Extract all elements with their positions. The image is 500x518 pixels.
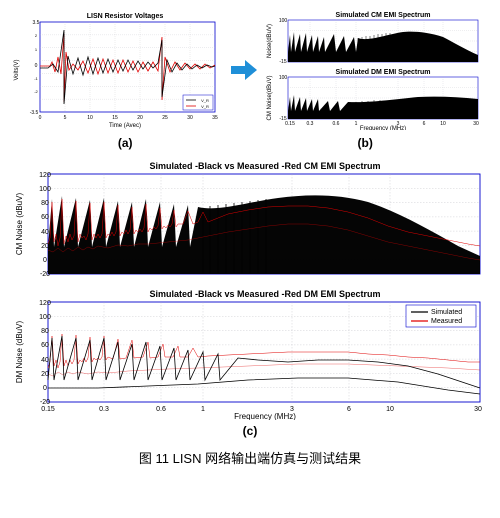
svg-text:-1: -1: [34, 76, 38, 81]
label-b: (b): [240, 136, 490, 150]
svg-text:0: 0: [43, 385, 47, 392]
label-a: (a): [10, 136, 240, 150]
svg-text:0.6: 0.6: [333, 121, 340, 127]
figure-caption: 图 11 LISN 网络输出端仿真与测试结果: [10, 448, 490, 467]
svg-text:0: 0: [35, 63, 38, 69]
svg-text:100: 100: [279, 18, 288, 24]
svg-text:120: 120: [39, 300, 51, 307]
legend-sim: Simulated: [431, 309, 462, 316]
svg-text:120: 120: [39, 172, 51, 179]
svg-text:1: 1: [355, 121, 358, 127]
svg-text:20: 20: [41, 243, 49, 250]
svg-text:2: 2: [35, 33, 38, 38]
svg-text:10: 10: [440, 121, 446, 127]
svg-text:10: 10: [87, 115, 93, 121]
panel-a: LISN Resistor Voltages: [10, 10, 225, 130]
svg-text:15: 15: [112, 115, 118, 121]
svg-text:1: 1: [35, 47, 38, 52]
svg-text:1: 1: [201, 406, 205, 413]
svg-text:V_R: V_R: [201, 104, 209, 109]
panel-c: Simulated -Black vs Measured -Red CM EMI…: [10, 160, 490, 420]
panel-a-chart: LISN Resistor Voltages: [10, 10, 225, 130]
svg-text:-20: -20: [40, 271, 50, 278]
panel-b-cm-title: Simulated CM EMI Spectrum: [336, 12, 431, 19]
svg-text:100: 100: [39, 186, 51, 193]
panel-a-yticks: 3.5 2 1 0 -1 -2 -3.5: [30, 20, 40, 116]
panel-c-dm-legend: Simulated Measured: [406, 305, 476, 327]
svg-text:35: 35: [212, 115, 218, 121]
panel-b: Simulated CM EMI Spectrum Noise(dBuV) 10…: [263, 10, 483, 130]
top-row: LISN Resistor Voltages: [10, 10, 490, 130]
svg-text:0.15: 0.15: [41, 406, 55, 413]
panel-c-cm-title: Simulated -Black vs Measured -Red CM EMI…: [149, 161, 380, 171]
svg-text:0: 0: [39, 115, 42, 121]
panel-c-dm-title: Simulated -Black vs Measured -Red DM EMI…: [149, 289, 380, 299]
svg-text:25: 25: [162, 115, 168, 121]
svg-text:0.3: 0.3: [99, 406, 109, 413]
svg-text:-3.5: -3.5: [30, 110, 39, 116]
panel-b-dm-title: Simulated DM EMI Spectrum: [336, 69, 431, 76]
svg-text:V_R: V_R: [201, 98, 209, 103]
arrow: [229, 55, 259, 85]
svg-text:60: 60: [41, 342, 49, 349]
svg-text:40: 40: [41, 229, 49, 236]
svg-text:5: 5: [64, 115, 67, 121]
svg-text:6: 6: [347, 406, 351, 413]
svg-text:0: 0: [43, 257, 47, 264]
svg-text:80: 80: [41, 328, 49, 335]
panel-a-title: LISN Resistor Voltages: [87, 13, 164, 20]
svg-text:100: 100: [279, 75, 288, 81]
svg-text:0.15: 0.15: [285, 121, 295, 127]
panel-a-xticks: 0 5 10 15 20 25 30 35: [39, 115, 218, 121]
svg-text:6: 6: [423, 121, 426, 127]
svg-text:3.5: 3.5: [33, 20, 40, 26]
svg-text:40: 40: [41, 357, 49, 364]
svg-text:20: 20: [41, 371, 49, 378]
svg-text:30: 30: [474, 406, 482, 413]
svg-text:60: 60: [41, 214, 49, 221]
label-c: (c): [10, 424, 490, 438]
svg-text:10: 10: [386, 406, 394, 413]
svg-text:-20: -20: [40, 399, 50, 406]
panel-c-xlabel: Frequency (MHz): [234, 412, 296, 420]
panel-b-xlabel: Frequency (MHz): [360, 126, 406, 130]
panel-c-dm-ylabel: DM Noise (dBuV): [15, 321, 24, 384]
svg-text:0.3: 0.3: [307, 121, 314, 127]
svg-text:-15: -15: [279, 59, 286, 65]
legend-meas: Measured: [431, 318, 462, 325]
svg-text:80: 80: [41, 200, 49, 207]
panel-b-dm-yticks: 100-15: [279, 75, 288, 122]
panel-a-legend: V_R V_R: [183, 95, 213, 110]
svg-text:20: 20: [137, 115, 143, 121]
svg-text:-2: -2: [34, 89, 38, 94]
svg-text:30: 30: [187, 115, 193, 121]
panel-c-charts: Simulated -Black vs Measured -Red CM EMI…: [10, 160, 490, 420]
panel-b-cm-ylabel: Noise(dBuV): [267, 24, 273, 58]
panel-c-cm-ylabel: CM Noise (dBuV): [15, 193, 24, 256]
labels-ab: (a) (b): [10, 136, 490, 150]
panel-b-charts: Simulated CM EMI Spectrum Noise(dBuV) 10…: [263, 10, 483, 130]
panel-b-dm-ylabel: CM Noise(dBuV): [267, 75, 273, 120]
panel-a-xlabel: Time (Avec): [109, 123, 141, 129]
svg-text:100: 100: [39, 314, 51, 321]
svg-text:0.6: 0.6: [156, 406, 166, 413]
arrow-icon: [229, 55, 259, 85]
svg-text:30: 30: [473, 121, 479, 127]
panel-a-ylabel: Volts(V): [14, 59, 20, 80]
panel-b-cm-yticks: 100 -15: [279, 18, 288, 65]
